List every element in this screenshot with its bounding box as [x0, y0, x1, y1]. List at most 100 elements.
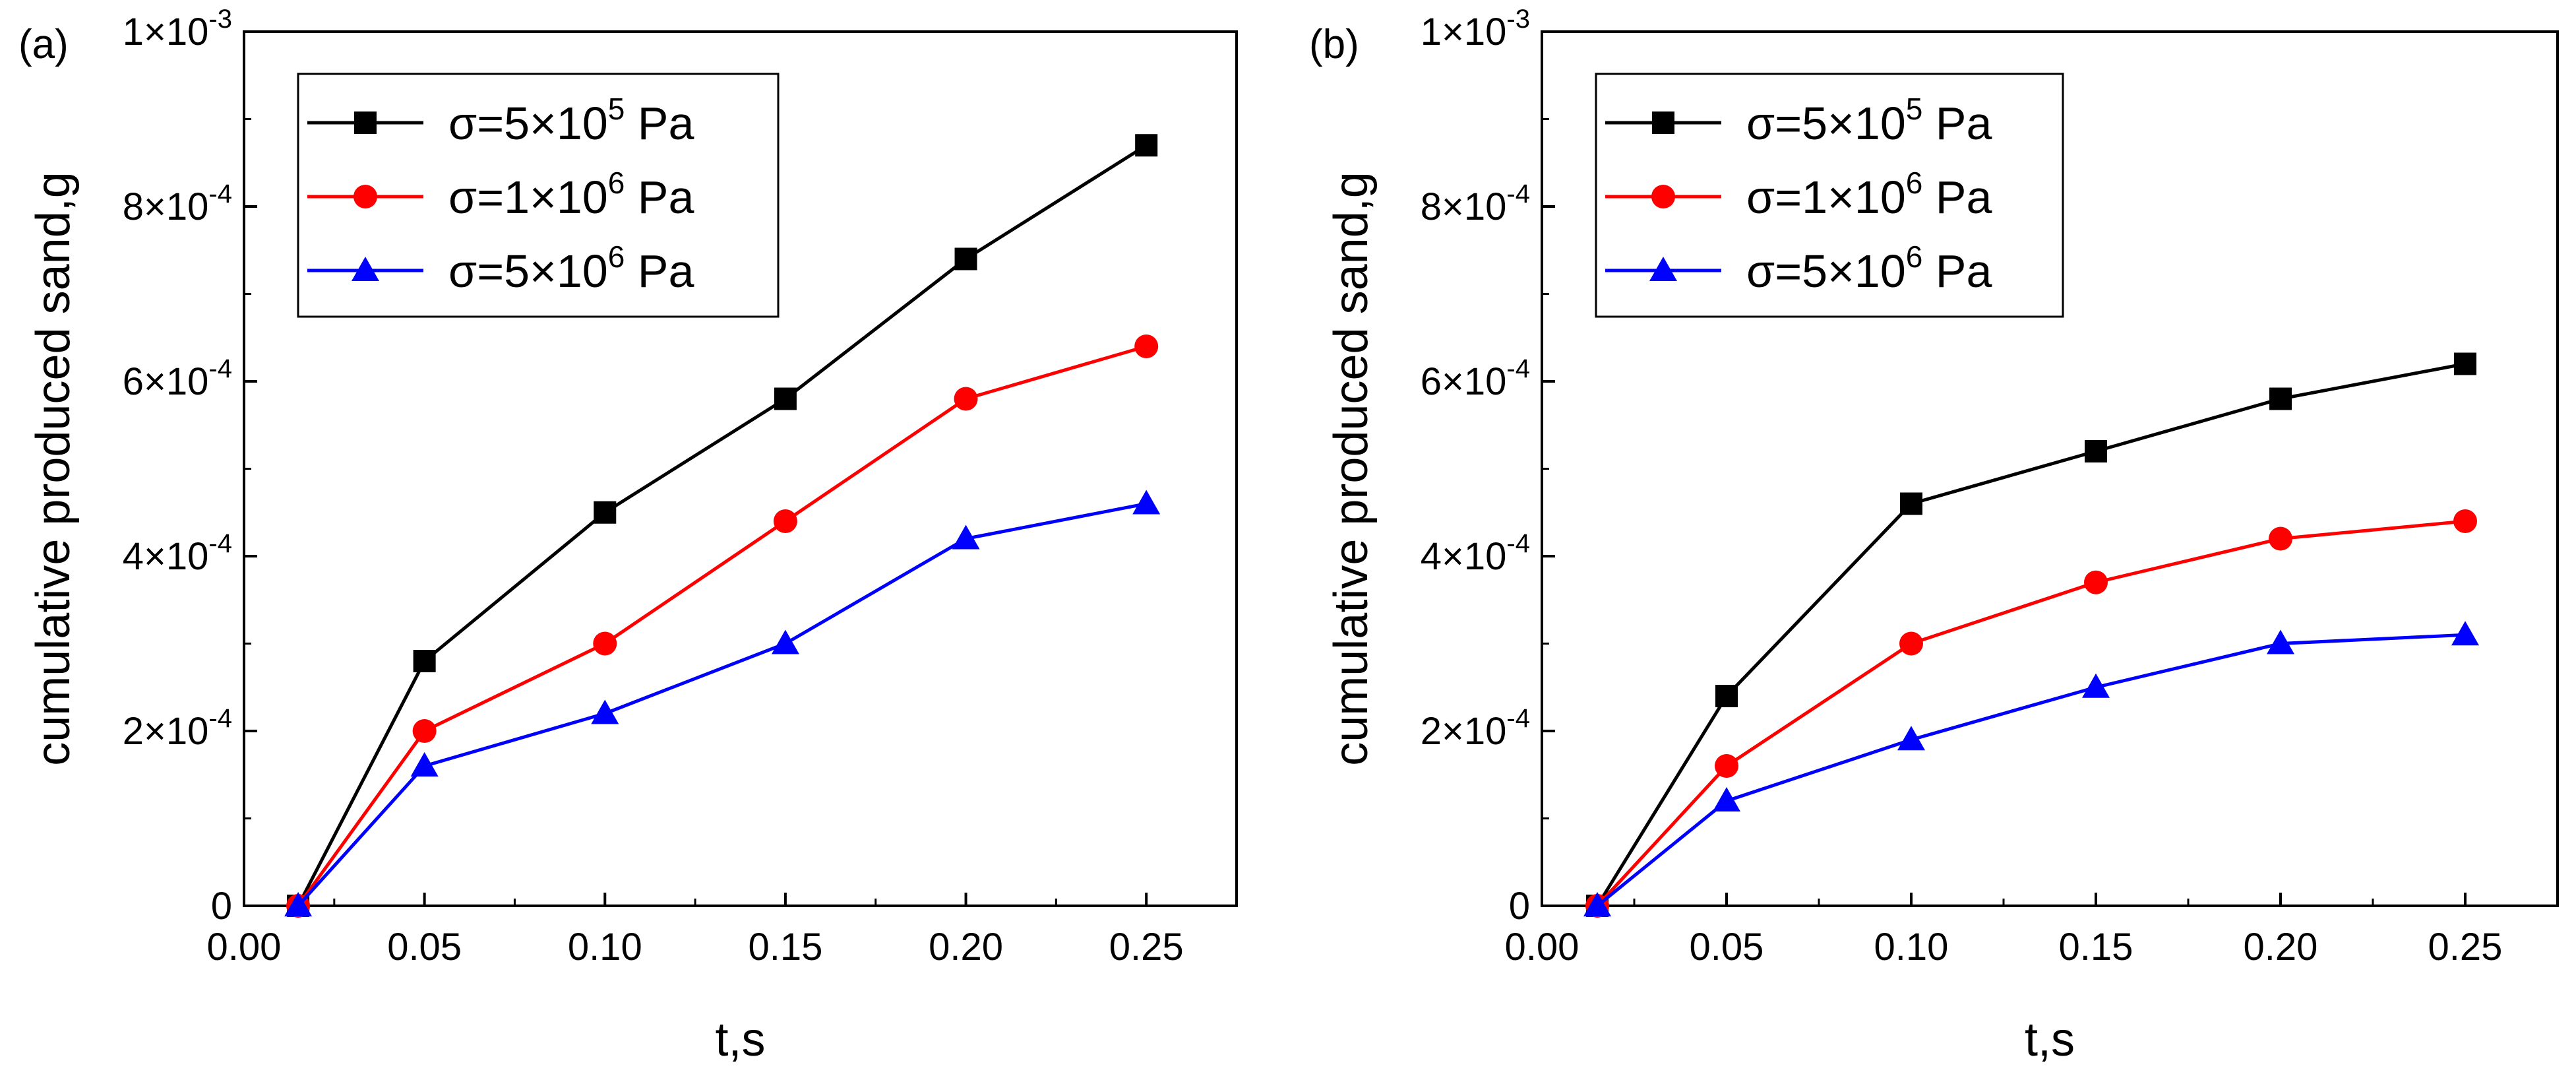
data-point: [1134, 334, 1159, 358]
legend-marker: [1651, 185, 1675, 208]
y-tick-mantissa: 0: [211, 885, 232, 928]
data-point: [1897, 726, 1925, 751]
y-tick-mantissa: 1×10: [1421, 11, 1507, 53]
legend-item: σ=5×106 Pa: [307, 239, 694, 297]
y-tick-mantissa: 0: [1509, 885, 1530, 928]
y-axis-title: cumulative produced sand,g: [1325, 172, 1378, 766]
legend-label-exponent: 6: [1906, 239, 1923, 274]
y-tick-label: 4×10-4: [123, 529, 232, 578]
series-triangle: [284, 490, 1161, 916]
y-tick-mantissa: 6×10: [1421, 360, 1507, 403]
y-tick-label: 1×10-3: [1421, 5, 1530, 53]
legend-label: σ=5×106 Pa: [448, 239, 694, 297]
legend-label-base: σ=1×10: [448, 172, 608, 223]
data-point: [594, 501, 617, 524]
legend-item: σ=1×106 Pa: [1605, 166, 1992, 223]
chart-panel-b: (b)0.00 0.05 0.10 0.15 0.20 0.2502×10-44×10-4…: [1309, 5, 2559, 1066]
legend: σ=5×105 Paσ=1×106 Paσ=5×106 Pa: [1595, 73, 2064, 318]
data-point: [591, 699, 619, 724]
legend: σ=5×105 Paσ=1×106 Paσ=5×106 Pa: [297, 73, 780, 318]
legend-label: σ=5×105 Pa: [448, 92, 694, 149]
legend-label-base: σ=5×10: [448, 245, 608, 297]
legend-marker: [352, 257, 379, 281]
panel-label: (b): [1309, 22, 1359, 67]
legend-label-unit: Pa: [1922, 172, 1992, 223]
series-line: [297, 344, 1147, 907]
series-square: [1586, 352, 2476, 917]
legend-item: σ=1×106 Pa: [307, 166, 694, 223]
x-tick-label: 0.25: [2428, 926, 2503, 969]
legend-label-exponent: 6: [608, 239, 625, 274]
data-point: [412, 719, 437, 743]
data-point: [2453, 509, 2477, 533]
data-point: [1135, 134, 1158, 157]
legend-item: σ=5×105 Pa: [1605, 92, 1992, 149]
x-tick-label: 0.10: [568, 926, 642, 969]
x-tick-label: 0.00: [207, 926, 282, 969]
legend-label-unit: Pa: [625, 245, 694, 297]
legend-label: σ=1×106 Pa: [448, 166, 694, 223]
legend-marker: [1649, 257, 1677, 281]
data-point: [2269, 526, 2292, 551]
data-point: [1713, 787, 1740, 811]
y-tick-label: 1×10-3: [123, 5, 232, 53]
y-tick-mantissa: 4×10: [123, 535, 209, 578]
y-tick-label: 4×10-4: [1421, 529, 1530, 578]
legend-label: σ=5×105 Pa: [1746, 92, 1992, 149]
series-line: [1595, 362, 2466, 907]
legend-label: σ=1×106 Pa: [1746, 166, 1992, 223]
y-tick-mantissa: 1×10: [123, 11, 209, 53]
y-tick-label: 2×10-4: [1421, 704, 1530, 753]
legend-marker: [1652, 111, 1674, 134]
y-axis-title: cumulative produced sand,g: [27, 172, 80, 766]
x-axis-title: t,s: [2025, 1013, 2075, 1066]
legend-label-exponent: 6: [608, 166, 625, 200]
data-point: [413, 650, 436, 672]
series-circle: [1585, 509, 2477, 918]
legend-label-base: σ=1×10: [1746, 172, 1906, 223]
legend-marker: [353, 185, 377, 208]
x-tick-label: 0.20: [2244, 926, 2318, 969]
data-point: [1132, 490, 1161, 515]
data-point: [2451, 621, 2479, 646]
x-tick-label: 0.15: [2059, 926, 2133, 969]
y-tick-mantissa: 4×10: [1421, 535, 1507, 578]
data-point: [954, 247, 977, 270]
y-tick-mantissa: 2×10: [1421, 710, 1507, 753]
data-point: [771, 629, 799, 654]
legend-marker: [354, 111, 377, 134]
data-point: [954, 387, 978, 411]
data-point: [773, 509, 797, 533]
data-point: [1900, 492, 1922, 515]
x-tick-label: 0.05: [387, 926, 462, 969]
legend-label-unit: Pa: [1922, 98, 1992, 149]
data-point: [1899, 631, 1923, 656]
data-point: [2454, 352, 2476, 375]
y-tick-label: 2×10-4: [123, 704, 232, 753]
y-tick-label: 0: [1509, 885, 1530, 928]
y-tick-label: 8×10-4: [1421, 179, 1530, 228]
panel-label: (a): [18, 22, 69, 67]
x-tick-label: 0.20: [929, 926, 1003, 969]
data-point: [2267, 629, 2294, 654]
data-point: [2085, 440, 2107, 462]
y-tick-exponent: -4: [208, 704, 232, 733]
y-tick-exponent: -3: [208, 5, 232, 34]
y-tick-exponent: -4: [208, 179, 232, 208]
data-point: [284, 892, 313, 916]
legend-label-unit: Pa: [625, 98, 694, 149]
legend-label-base: σ=5×10: [1746, 98, 1906, 149]
legend-label-unit: Pa: [1922, 245, 1992, 297]
data-point: [2084, 570, 2108, 594]
y-tick-exponent: -4: [1506, 354, 1530, 383]
series-line: [1596, 633, 2466, 907]
data-point: [2269, 387, 2292, 410]
legend-label-exponent: 5: [1906, 92, 1923, 126]
data-point: [1715, 685, 1738, 707]
y-tick-exponent: -4: [1506, 704, 1530, 733]
series-line: [296, 144, 1148, 907]
y-tick-exponent: -4: [1506, 179, 1530, 208]
y-tick-label: 6×10-4: [123, 354, 232, 403]
legend-item: σ=5×106 Pa: [1605, 239, 1992, 297]
